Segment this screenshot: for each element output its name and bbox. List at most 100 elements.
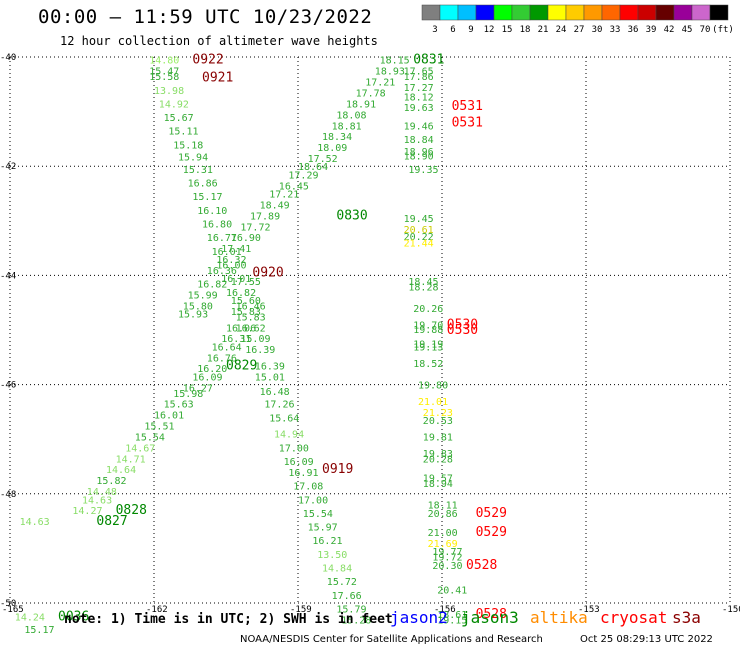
chart-title: 00:00 – 11:59 UTC 10/23/2022 xyxy=(38,6,373,28)
wave-height-point: 16.10 xyxy=(197,206,227,217)
pass-time-label: 0530 xyxy=(447,318,478,333)
wave-height-point: 20.53 xyxy=(423,416,453,427)
pass-time-label: 0529 xyxy=(476,506,507,521)
x-tick-label: -165 xyxy=(2,605,24,615)
wave-height-point: 16.76 xyxy=(207,353,237,364)
pass-time-label: 0528 xyxy=(476,607,507,622)
wave-height-point: 17.86 xyxy=(404,72,434,83)
chart-subtitle: 12 hour collection of altimeter wave hei… xyxy=(60,34,378,48)
wave-height-point: 17.66 xyxy=(332,591,362,602)
x-tick-label: -156 xyxy=(434,605,456,615)
wave-height-point: 15.54 xyxy=(303,509,333,520)
wave-height-point: 18.81 xyxy=(332,121,362,132)
wave-height-point: 15.79 xyxy=(336,604,366,615)
wave-height-point: 19.46 xyxy=(404,121,434,132)
pass-time-label: 0531 xyxy=(452,116,483,131)
pass-time-label: 0829 xyxy=(226,358,257,373)
wave-height-point: 14.48 xyxy=(87,487,117,498)
wave-height-point: 13.50 xyxy=(317,550,347,561)
wave-height-point: 18.12 xyxy=(404,92,434,103)
y-tick-label: -48 xyxy=(0,490,16,500)
legend-label: 36 xyxy=(628,25,639,35)
wave-height-point: 15.17 xyxy=(192,192,222,203)
wave-height-point: 18.64 xyxy=(298,162,328,173)
wave-height-point: 15.94 xyxy=(178,152,208,163)
wave-height-point: 18.28 xyxy=(408,282,438,293)
wave-height-point: 17.89 xyxy=(250,211,280,222)
legend-label: 18 xyxy=(520,25,531,35)
y-tick-label: -42 xyxy=(0,162,16,172)
wave-height-point: 16.82 xyxy=(197,280,227,291)
wave-height-point: 20.22 xyxy=(404,232,434,243)
legend-label: 21 xyxy=(538,25,549,35)
wave-height-point: 16.36 xyxy=(207,266,237,277)
wave-height-point: 15.58 xyxy=(149,72,179,83)
legend-label: 39 xyxy=(646,25,657,35)
wave-height-point: 14.64 xyxy=(106,465,136,476)
y-tick-label: -44 xyxy=(0,271,16,281)
wave-height-point: 18.84 xyxy=(404,135,434,146)
wave-height-point: 18.91 xyxy=(346,99,376,110)
wave-height-point: 15.01 xyxy=(255,372,285,383)
wave-height-point: 18.34 xyxy=(322,132,352,143)
wave-height-point: 17.78 xyxy=(356,88,386,99)
wave-height-point: 15.83 xyxy=(231,307,261,318)
wave-height-point: 18.08 xyxy=(336,110,366,121)
wave-height-point: 21.01 xyxy=(418,397,448,408)
wave-height-point: 15.93 xyxy=(178,310,208,321)
wave-height-point: 17.00 xyxy=(279,443,309,454)
pass-time-label: 0922 xyxy=(192,53,223,68)
wave-height-point: 18.52 xyxy=(413,359,443,370)
wave-height-point: 15.72 xyxy=(327,577,357,588)
x-tick-label: -162 xyxy=(146,605,168,615)
wave-height-point: 15.67 xyxy=(164,113,194,124)
pass-time-label: 0528 xyxy=(466,558,497,573)
footnote: note: 1) Time is in UTC; 2) SWH is in fe… xyxy=(64,612,393,627)
wave-height-point: 18.45 xyxy=(408,277,438,288)
wave-height-point: 19.81 xyxy=(423,432,453,443)
wave-height-point: 17.65 xyxy=(404,67,434,78)
x-tick-label: -159 xyxy=(290,605,312,615)
wave-height-point: 20.41 xyxy=(437,585,467,596)
wave-height-point: 16.45 xyxy=(279,181,309,192)
wave-height-point: 18.61 xyxy=(437,610,467,621)
legend-jason3: jason3 xyxy=(461,608,519,627)
wave-height-point: 15.28 xyxy=(341,615,371,626)
wave-height-point: 17.41 xyxy=(221,244,251,255)
wave-height-point: 14.63 xyxy=(82,495,112,506)
wave-height-point: 16.39 xyxy=(255,361,285,372)
wave-height-point: 15.09 xyxy=(240,334,270,345)
pass-time-label: 0921 xyxy=(202,71,233,86)
pass-time-label: 0529 xyxy=(476,525,507,540)
legend-label: 30 xyxy=(592,25,603,35)
wave-height-point: 14.92 xyxy=(159,99,189,110)
wave-height-point: 19.83 xyxy=(423,449,453,460)
color-legend: 3 6 9 12 15 18 21 24 27 30 33 36 39 42 45 70 (ft) xyxy=(421,4,734,35)
wave-height-point: 19.63 xyxy=(404,103,434,114)
wave-height-point: 15.98 xyxy=(173,389,203,400)
legend-label: 15 xyxy=(502,25,513,35)
wave-height-point: 14.27 xyxy=(72,506,102,517)
wave-height-point: 17.21 xyxy=(269,190,299,201)
wave-height-point: 15.31 xyxy=(183,165,213,176)
wave-height-point: 15.60 xyxy=(231,296,261,307)
pass-time-label: 0530 xyxy=(447,323,478,338)
wave-height-point: 15.80 xyxy=(183,301,213,312)
wave-height-point: 19.13 xyxy=(413,342,443,353)
legend-label: 27 xyxy=(574,25,585,35)
wave-height-point: 17.72 xyxy=(240,222,270,233)
wave-height-point: 14.63 xyxy=(20,517,50,528)
wave-height-point: 14.84 xyxy=(322,564,352,575)
wave-height-point: 19.19 xyxy=(413,340,443,351)
wave-height-point: 16.90 xyxy=(231,233,261,244)
wave-height-point: 21.44 xyxy=(404,239,434,250)
legend-label: 24 xyxy=(556,25,567,35)
pass-time-label: 0827 xyxy=(96,514,127,529)
wave-height-point: 15.47 xyxy=(149,67,179,78)
pass-time-label: 0828 xyxy=(116,503,147,518)
legend-label: 6 xyxy=(450,25,455,35)
wave-height-point: 14.94 xyxy=(274,430,304,441)
wave-height-point: 16.46 xyxy=(236,301,266,312)
wave-height-point: 15.18 xyxy=(173,140,203,151)
wave-height-point: 18.93 xyxy=(375,67,405,78)
